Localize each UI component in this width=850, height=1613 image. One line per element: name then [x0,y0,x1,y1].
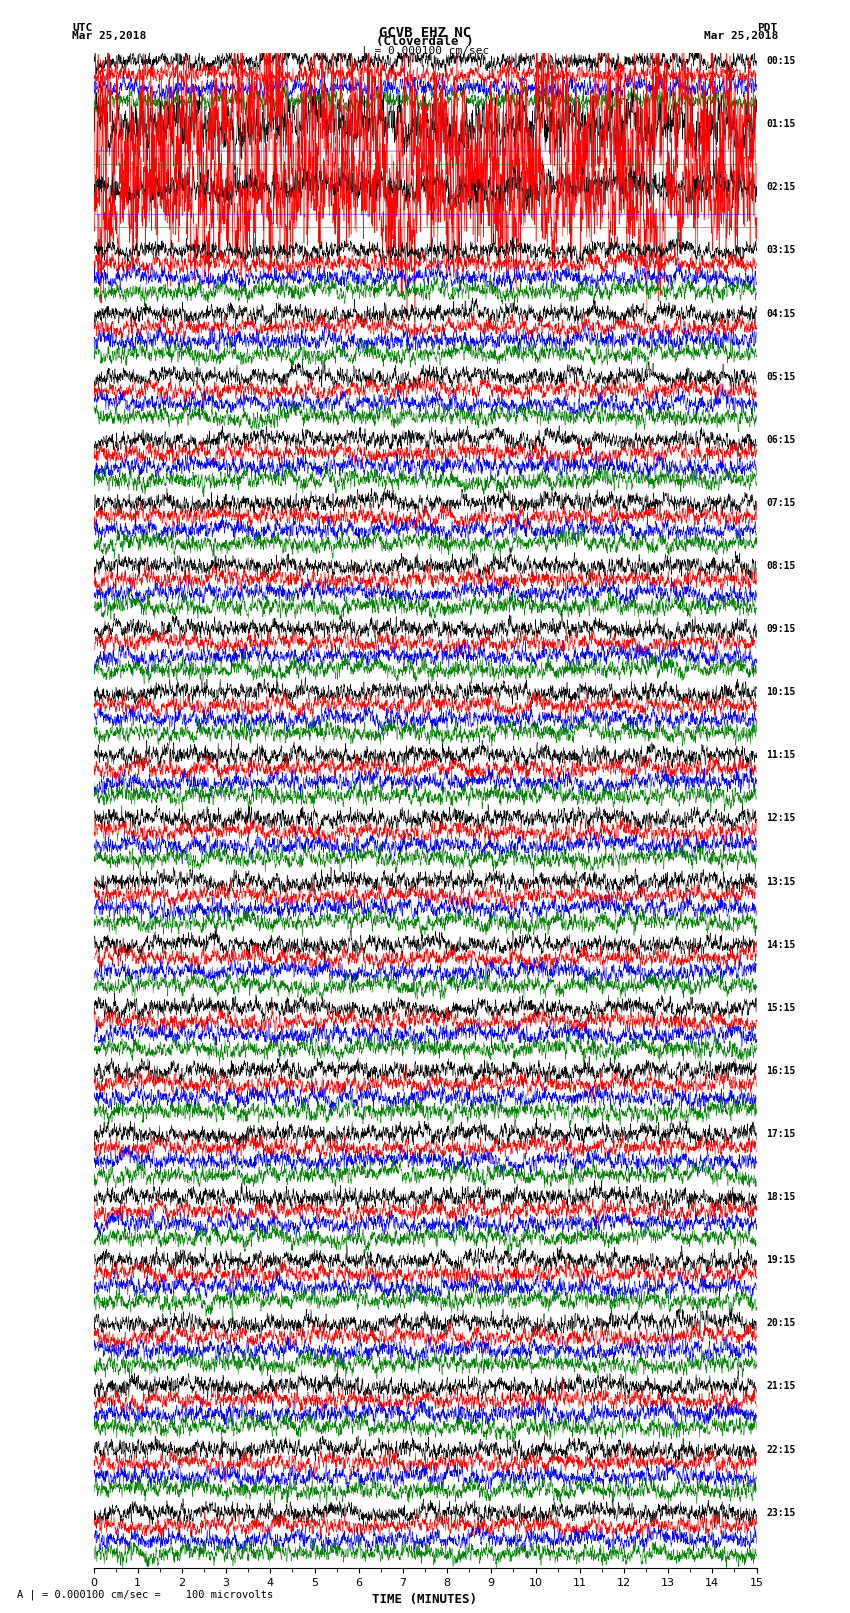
Text: 21:15: 21:15 [767,1381,796,1392]
Text: 09:15: 09:15 [767,624,796,634]
Text: 03:15: 03:15 [767,245,796,255]
Text: 07:15: 07:15 [767,498,796,508]
Text: 08:15: 08:15 [767,561,796,571]
Text: | = 0.000100 cm/sec: | = 0.000100 cm/sec [361,45,489,56]
Text: 15:15: 15:15 [767,1003,796,1013]
Text: 11:15: 11:15 [767,750,796,760]
Text: UTC: UTC [72,23,93,32]
Text: 14:15: 14:15 [767,940,796,950]
Text: 16:15: 16:15 [767,1066,796,1076]
Text: 18:15: 18:15 [767,1192,796,1202]
Text: 17:15: 17:15 [767,1129,796,1139]
Text: 22:15: 22:15 [767,1445,796,1455]
Text: 13:15: 13:15 [767,876,796,887]
Text: 00:15: 00:15 [767,56,796,66]
Text: Mar 25,2018: Mar 25,2018 [72,31,146,40]
Text: Mar 25,2018: Mar 25,2018 [704,31,778,40]
Text: 23:15: 23:15 [767,1508,796,1518]
Text: 06:15: 06:15 [767,436,796,445]
Text: 04:15: 04:15 [767,308,796,318]
Text: PDT: PDT [757,23,778,32]
Text: 20:15: 20:15 [767,1318,796,1327]
X-axis label: TIME (MINUTES): TIME (MINUTES) [372,1594,478,1607]
Text: (Cloverdale ): (Cloverdale ) [377,35,473,48]
Text: 19:15: 19:15 [767,1255,796,1265]
Text: 02:15: 02:15 [767,182,796,192]
Text: 01:15: 01:15 [767,119,796,129]
Text: 10:15: 10:15 [767,687,796,697]
Text: A | = 0.000100 cm/sec =    100 microvolts: A | = 0.000100 cm/sec = 100 microvolts [17,1589,273,1600]
Text: 12:15: 12:15 [767,813,796,823]
Text: 05:15: 05:15 [767,371,796,382]
Text: GCVB EHZ NC: GCVB EHZ NC [379,26,471,40]
